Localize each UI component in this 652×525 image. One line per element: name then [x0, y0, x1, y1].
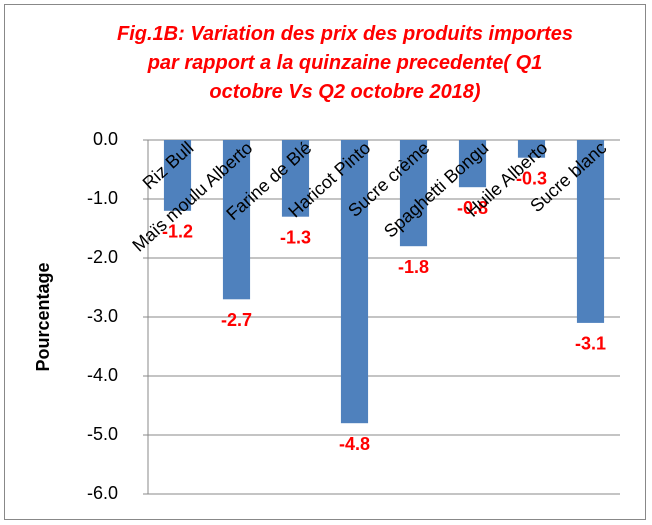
bar: [222, 140, 251, 300]
y-axis-label: Pourcentage: [33, 262, 53, 371]
bar: [576, 140, 605, 323]
bar: [340, 140, 369, 424]
data-label: -0.8: [457, 198, 488, 218]
chart-title: Fig.1B: Variation des prix des produits …: [116, 23, 573, 103]
y-tick-label: -1.0: [87, 188, 118, 208]
bar: [458, 140, 487, 188]
x-tick-label: Spaghetti Bongu: [380, 138, 492, 242]
y-tick-label: -3.0: [87, 306, 118, 326]
chart-frame: [4, 4, 646, 520]
y-tick-label: -6.0: [87, 483, 118, 503]
data-label: -2.7: [221, 310, 252, 330]
data-label: -1.8: [398, 257, 429, 277]
data-label: -1.3: [280, 227, 311, 247]
bar: [517, 140, 546, 158]
bar: [281, 140, 310, 217]
y-tick-label: -2.0: [87, 247, 118, 267]
data-label: -4.8: [339, 434, 370, 454]
bar: [163, 140, 192, 211]
data-label: -0.3: [516, 168, 547, 188]
bar: [399, 140, 428, 247]
y-tick-label: 0.0: [93, 129, 118, 149]
y-tick-label: -4.0: [87, 365, 118, 385]
data-label: -1.2: [162, 222, 193, 242]
data-label: -3.1: [575, 334, 606, 354]
y-tick-label: -5.0: [87, 424, 118, 444]
